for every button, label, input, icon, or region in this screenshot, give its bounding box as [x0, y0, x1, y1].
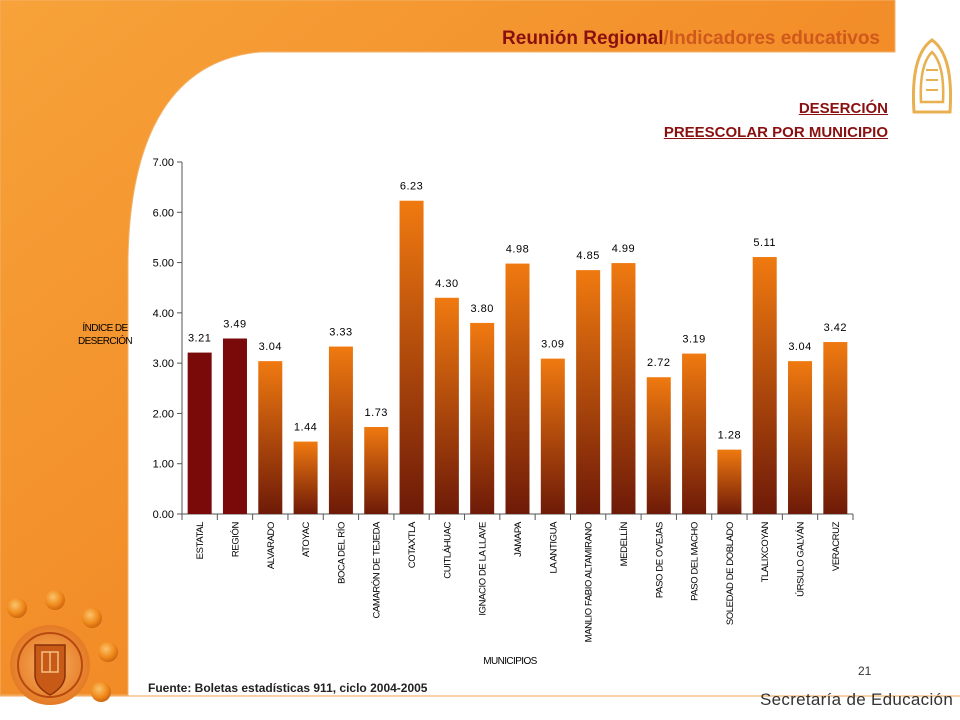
value-label: 5.11: [753, 237, 776, 249]
y-tick-label: 3.00: [153, 358, 174, 370]
value-label: 4.30: [435, 278, 458, 290]
value-label: 3.19: [682, 334, 705, 346]
bar-6: [399, 200, 424, 514]
y-tick-label: 0.00: [153, 509, 174, 521]
value-label: 3.80: [470, 303, 493, 315]
x-tick-label: CAMARÓN DE TEJEDA: [372, 521, 383, 619]
bar-10: [540, 358, 565, 514]
bar-18: [823, 342, 848, 514]
y-tick-label: 2.00: [153, 408, 174, 420]
value-label: 3.04: [788, 341, 811, 353]
x-tick-label: ESTATAL: [195, 522, 206, 559]
ornamental-logo-icon: [904, 30, 960, 120]
value-label: 3.04: [259, 341, 282, 353]
x-tick-label: COTAXTLA: [407, 521, 418, 568]
value-label: 4.98: [506, 244, 529, 256]
value-label: 4.99: [612, 243, 635, 255]
x-axis-title: MUNICIPIOS: [483, 656, 537, 667]
x-tick-label: ATOYAC: [301, 521, 312, 557]
x-tick-label: PASO DE OVEJAS: [654, 522, 665, 598]
value-labels-group: 3.21 3.49 3.04 1.44 3.33 1.73 6.23 4.30 3.80 4.98…: [188, 181, 847, 442]
bar-11: [576, 270, 601, 514]
bar-9: [505, 263, 530, 514]
chart-subtitle-line1: DESERCIÓN: [798, 100, 888, 117]
x-tick-label: ÚRSULO GALVÁN: [796, 521, 807, 596]
y-tick-label: 1.00: [153, 459, 174, 471]
source-note: Fuente: Boletas estadísticas 911, ciclo …: [148, 681, 428, 695]
y-tick-label: 6.00: [153, 207, 174, 219]
x-tick-label: MANLIO FABIO ALTAMIRANO: [584, 522, 595, 642]
value-label: 3.49: [223, 319, 246, 331]
y-tick-label: 7.00: [153, 157, 174, 169]
y-axis-ticks: 0.00 1.00 2.00 3.00 4.00 5.00 6.00 7.00: [153, 157, 182, 521]
chart-subtitle-line2: PREESCOLAR POR MUNICIPIO: [663, 124, 888, 141]
y-axis-title: ÍNDICE DE DESERCIÓN: [77, 323, 133, 347]
value-label: 1.44: [294, 422, 317, 434]
value-label: 3.21: [188, 333, 211, 345]
x-tick-label: IGNACIO DE LA LLAVE: [478, 522, 489, 616]
bar-13: [646, 377, 671, 514]
bar-3: [293, 441, 318, 514]
bar-12: [611, 263, 636, 514]
x-tick-label: SOLEDAD DE DOBLADO: [725, 522, 736, 625]
page-number: 21: [858, 664, 872, 678]
x-tick-label: VERACRUZ: [831, 521, 842, 571]
x-tick-label: ALVARADO: [266, 522, 277, 569]
x-tick-label: REGIÓN: [230, 521, 241, 557]
value-label: 1.73: [365, 407, 388, 419]
x-tick-label: CUITLÁHUAC: [442, 521, 453, 578]
coat-of-arms-icon: [10, 625, 90, 705]
orange-dot-decoration: [7, 590, 118, 702]
bar-7: [434, 297, 459, 514]
x-tick-label: BOCA DEL RÍO: [336, 522, 347, 584]
bar-17: [788, 361, 813, 514]
bar-4: [328, 346, 353, 514]
value-label: 3.42: [824, 322, 847, 334]
slide-title-part2: /Indicadores educativos: [663, 28, 880, 49]
bar-15: [717, 449, 742, 514]
x-tick-label: LA ANTIGUA: [548, 521, 559, 574]
y-tick-label: 5.00: [153, 258, 174, 270]
bar-1: [222, 338, 247, 514]
bar-16: [752, 257, 777, 514]
x-tick-label: PASO DEL MACHO: [690, 522, 701, 601]
bar-8: [470, 322, 495, 514]
value-label: 2.72: [647, 357, 670, 369]
x-tick-labels-group: ESTATAL REGIÓN ALVARADO ATOYAC BOCA DEL RÍO C…: [181, 514, 854, 642]
x-tick-label: TLALIXCOYAN: [760, 521, 771, 582]
x-tick-label: MEDELLÍN: [619, 521, 630, 566]
bar-0: [187, 352, 212, 514]
value-label: 1.28: [718, 430, 741, 442]
value-label: 6.23: [400, 181, 423, 193]
bar-14: [682, 353, 707, 514]
value-label: 3.33: [329, 327, 352, 339]
bar-5: [364, 427, 389, 514]
value-label: 4.85: [576, 250, 599, 262]
organization-name: Secretaría de Educación: [760, 690, 954, 709]
slide-title-part1: Reunión Regional: [502, 28, 664, 49]
bars-group: [187, 200, 848, 514]
slide-title: Reunión Regional/Indicadores educativos: [400, 28, 880, 50]
y-tick-label: 4.00: [153, 308, 174, 320]
x-tick-label: JAMAPA: [513, 521, 524, 557]
value-label: 3.09: [541, 339, 564, 351]
bar-2: [258, 361, 283, 514]
